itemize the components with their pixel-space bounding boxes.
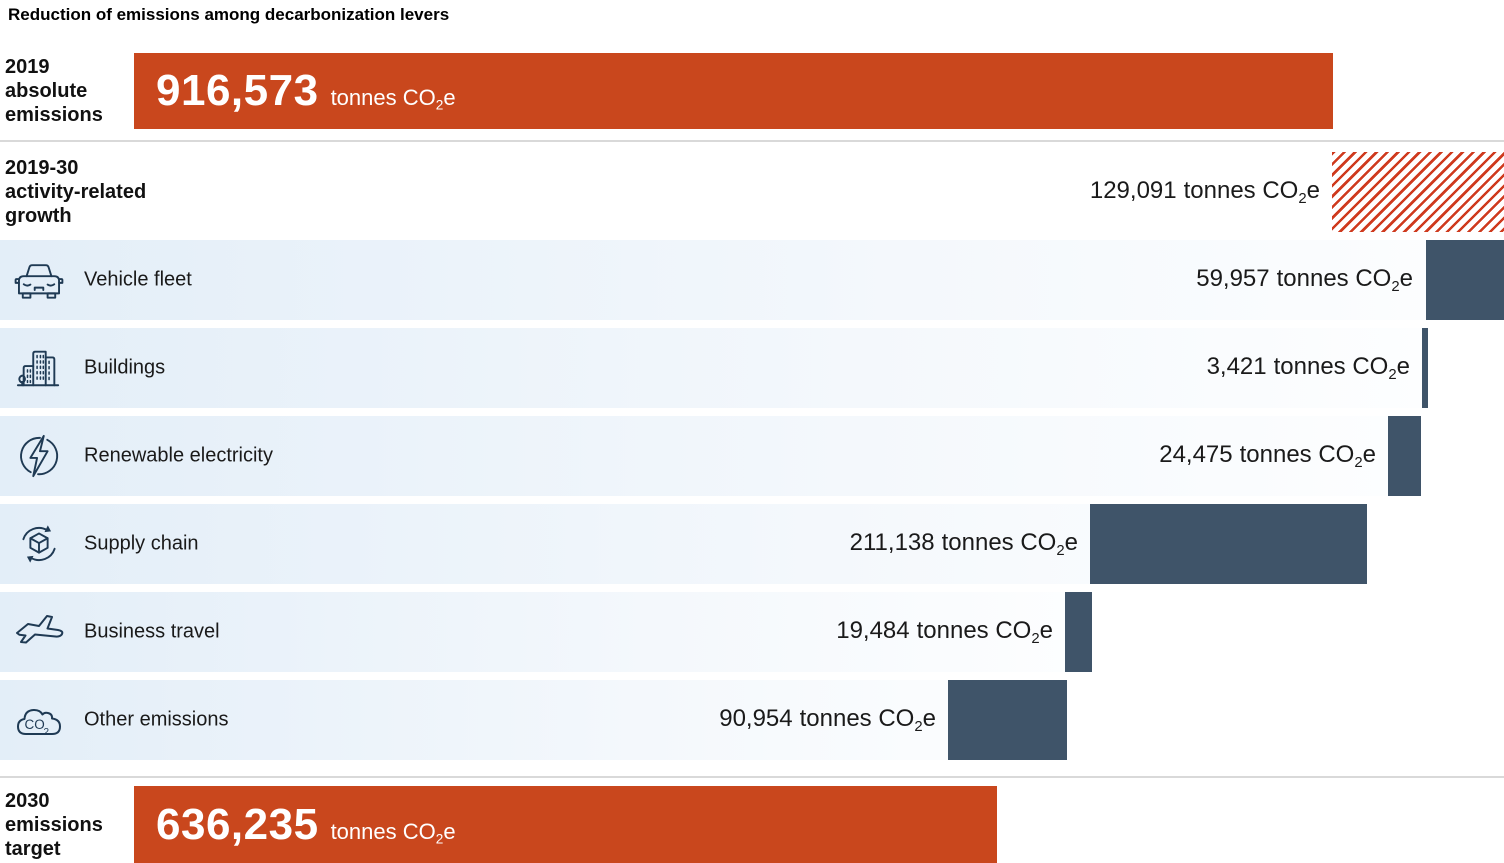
unit-label: tonnes CO2e (1276, 265, 1413, 295)
lever-value: 59,957 tonnes CO2e (1196, 265, 1413, 295)
big-value: 636,235 (156, 799, 319, 849)
growth-value: 129,091 tonnes CO2e (1089, 177, 1320, 207)
absolute-emissions-value: 916,573 tonnes CO2e (134, 53, 1333, 129)
supply-chain-icon (13, 521, 65, 567)
lever-value: 24,475 tonnes CO2e (1159, 441, 1376, 471)
lever-bar (1388, 416, 1421, 496)
lever-bar (1422, 328, 1428, 408)
lever-row-business-travel: Business travel 19,484 tonnes CO2e (0, 592, 1504, 672)
lever-bar (948, 680, 1067, 760)
lever-value: 19,484 tonnes CO2e (836, 617, 1053, 647)
growth-hatched-bar (1332, 152, 1504, 232)
target-value: 636,235 tonnes CO2e (134, 786, 997, 863)
target-row-label: 2030 emissions target (5, 786, 155, 863)
unit-label: tonnes CO2e (1239, 441, 1376, 471)
unit-label: tonnes CO2e (916, 617, 1053, 647)
growth-label-line: activity-related (5, 181, 147, 203)
growth-row: 2019-30 activity-related growth 129,091 t… (0, 152, 1504, 232)
lever-row-other-emissions: CO 2 Other emissions 90,954 tonnes CO2e (0, 680, 1504, 760)
start-row: 2019 absolute emissions 916,573 tonnes C… (0, 53, 1504, 129)
svg-text:CO: CO (25, 717, 45, 732)
lever-label: Other emissions (84, 708, 229, 731)
row-band (0, 592, 1092, 672)
unit-label: tonnes CO2e (799, 705, 936, 735)
lever-value: 90,954 tonnes CO2e (719, 705, 936, 735)
target-label-line: 2030 (5, 789, 50, 812)
unit-label: tonnes CO2e (1273, 353, 1410, 383)
lever-bar (1065, 592, 1092, 672)
target-row: 2030 emissions target 636,235 tonnes CO2… (0, 786, 1504, 863)
svg-text:2: 2 (44, 727, 50, 738)
co2-cloud-icon: CO 2 (13, 699, 65, 741)
unit-label: tonnes CO2e (941, 529, 1078, 559)
lever-value: 211,138 tonnes CO2e (849, 529, 1078, 559)
lever-row-supply-chain: Supply chain 211,138 tonnes CO2e (0, 504, 1504, 584)
unit-label: tonnes CO2e (330, 818, 456, 846)
buildings-icon (13, 345, 65, 391)
separator-line (0, 140, 1504, 142)
airplane-icon (13, 612, 65, 652)
row-band (0, 328, 1428, 408)
start-label-line: absolute (5, 80, 88, 102)
row-band (0, 680, 1067, 760)
start-label-line: 2019 (5, 56, 50, 78)
separator-line (0, 776, 1504, 778)
lever-label: Supply chain (84, 532, 199, 555)
lever-label: Vehicle fleet (84, 268, 192, 291)
growth-label-line: 2019-30 (5, 157, 79, 179)
unit-label: tonnes CO2e (330, 85, 456, 113)
lever-bar (1090, 504, 1367, 584)
lever-label: Buildings (84, 356, 166, 379)
lever-row-buildings: Buildings 3,421 tonnes CO2e (0, 328, 1504, 408)
growth-row-label: 2019-30 activity-related growth (5, 152, 155, 232)
lever-row-renewable-electricity: Renewable electricity 24,475 tonnes CO2e (0, 416, 1504, 496)
growth-label-line: growth (5, 205, 72, 227)
lever-value: 3,421 tonnes CO2e (1206, 353, 1410, 383)
absolute-emissions-bar: 916,573 tonnes CO2e (134, 53, 1333, 129)
target-label-line: emissions (5, 813, 103, 836)
page-title: Reduction of emissions among decarboniza… (8, 5, 450, 24)
row-band (0, 416, 1421, 496)
target-bar: 636,235 tonnes CO2e (134, 786, 997, 863)
lever-row-vehicle-fleet: Vehicle fleet 59,957 tonnes CO2e (0, 240, 1504, 320)
row-band (0, 240, 1504, 320)
lever-label: Renewable electricity (84, 444, 273, 467)
lever-bar (1426, 240, 1504, 320)
big-value: 916,573 (156, 66, 319, 115)
target-label-line: target (5, 837, 61, 860)
car-icon (13, 259, 65, 301)
start-row-label: 2019 absolute emissions (5, 53, 155, 129)
lever-label: Business travel (84, 620, 220, 643)
start-label-line: emissions (5, 104, 103, 126)
lightning-icon (13, 433, 65, 479)
unit-label: tonnes CO2e (1183, 177, 1320, 207)
